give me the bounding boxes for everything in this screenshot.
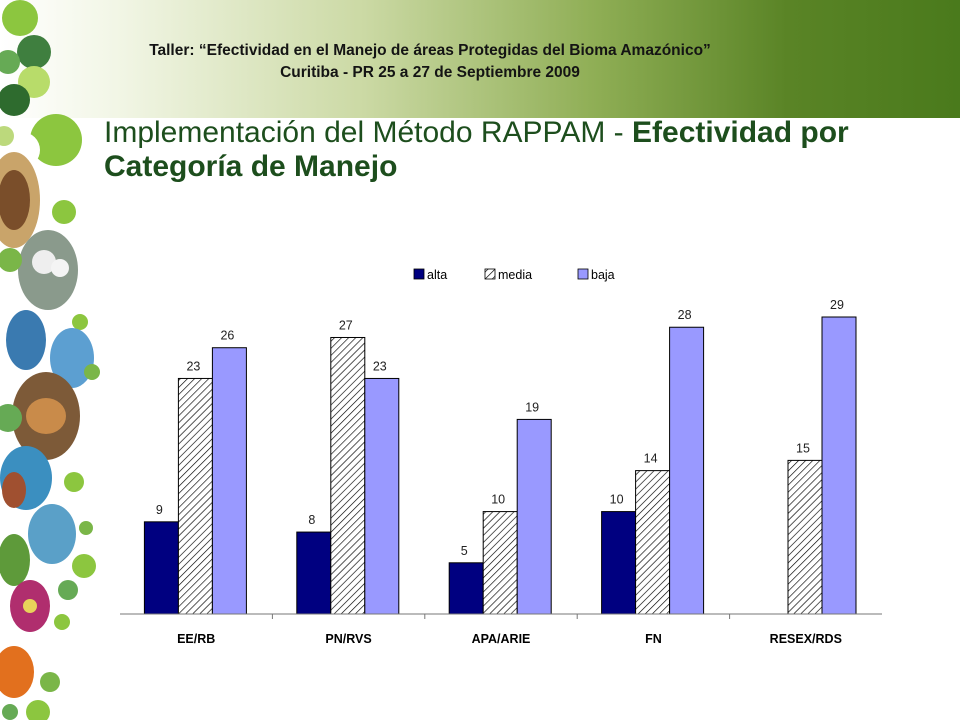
- bar-baja-apa-arie: [516, 418, 552, 615]
- x-axis-ticks: EE/RB PN/RVS APA/ARIE FN RESEX/RDS: [177, 614, 842, 646]
- workshop-title-line: Taller: “Efectividad en el Manejo de áre…: [149, 42, 711, 59]
- slide-title-bold: Efectividad por Categoría de Manejo: [104, 116, 849, 183]
- legend-label-baja: baja: [591, 268, 615, 282]
- data-label: 29: [830, 298, 844, 312]
- x-tick-label: PN/RVS: [325, 632, 371, 646]
- legend-swatch-media: [484, 268, 496, 280]
- data-label: 8: [308, 513, 315, 527]
- x-tick-label: RESEX/RDS: [770, 632, 842, 646]
- x-tick-label: APA/ARIE: [472, 632, 531, 646]
- bar-baja-resex-rds: [821, 316, 857, 615]
- chart-legend: alta media baja: [413, 268, 615, 282]
- data-label: 23: [186, 359, 200, 373]
- data-label: 14: [644, 452, 658, 466]
- bar-baja-ee-rb: [211, 347, 247, 615]
- data-label: 23: [373, 359, 387, 373]
- bar-media-pn-rvs: [330, 336, 366, 615]
- data-label: 10: [491, 493, 505, 507]
- data-label: 9: [156, 503, 163, 517]
- bar-media-ee-rb: [177, 377, 213, 615]
- data-label: 5: [461, 544, 468, 558]
- bar-media-apa-arie: [482, 511, 518, 615]
- data-label: 10: [610, 493, 624, 507]
- chart-data-labels: 9 23 26 8 27 23 5 10 19 10 14 28 15 29: [156, 298, 844, 558]
- bar-media-fn: [635, 470, 671, 615]
- legend-label-alta: alta: [427, 268, 447, 282]
- bar-media-resex-rds: [787, 459, 823, 615]
- bar-baja-fn: [669, 326, 705, 615]
- bar-alta-ee-rb: [143, 521, 179, 615]
- bar-alta-pn-rvs: [296, 531, 332, 615]
- data-label: 26: [220, 329, 234, 343]
- bar-alta-fn: [601, 511, 637, 615]
- x-tick-label: FN: [645, 632, 662, 646]
- legend-swatch-alta: [413, 268, 425, 280]
- legend-label-media: media: [498, 268, 532, 282]
- x-tick-label: EE/RB: [177, 632, 215, 646]
- data-label: 19: [525, 400, 539, 414]
- bar-alta-apa-arie: [448, 562, 484, 615]
- workshop-header: Taller: “Efectividad en el Manejo de áre…: [0, 40, 860, 84]
- slide-title-normal: Implementación del Método RAPPAM -: [104, 116, 633, 149]
- chart-bars: [143, 316, 857, 615]
- nature-photo-decoration: [0, 0, 100, 720]
- workshop-date-line: Curitiba - PR 25 a 27 de Septiembre 2009: [280, 64, 580, 81]
- data-label: 27: [339, 318, 353, 332]
- header-banner: [0, 0, 960, 118]
- legend-swatch-baja: [577, 268, 589, 280]
- bar-baja-pn-rvs: [364, 377, 400, 615]
- data-label: 28: [678, 308, 692, 322]
- slide-title: Implementación del Método RAPPAM - Efect…: [104, 116, 944, 184]
- data-label: 15: [796, 441, 810, 455]
